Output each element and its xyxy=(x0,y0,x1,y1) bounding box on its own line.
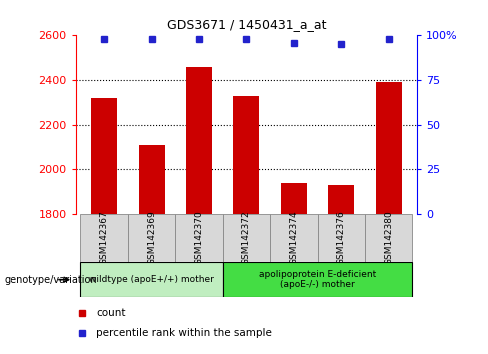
Bar xyxy=(270,214,318,262)
Text: count: count xyxy=(96,308,125,318)
Bar xyxy=(128,214,175,262)
Bar xyxy=(186,67,212,214)
Text: GSM142369: GSM142369 xyxy=(147,211,156,266)
Text: GSM142376: GSM142376 xyxy=(337,211,346,266)
Title: GDS3671 / 1450431_a_at: GDS3671 / 1450431_a_at xyxy=(167,18,326,32)
Text: GSM142374: GSM142374 xyxy=(289,211,298,266)
Text: GSM142380: GSM142380 xyxy=(384,211,393,266)
Text: GSM142372: GSM142372 xyxy=(242,211,251,266)
Text: apolipoprotein E-deficient
(apoE-/-) mother: apolipoprotein E-deficient (apoE-/-) mot… xyxy=(259,270,376,289)
Bar xyxy=(281,183,307,214)
Bar xyxy=(365,214,412,262)
Text: GSM142370: GSM142370 xyxy=(195,211,203,266)
Bar xyxy=(376,82,402,214)
Bar xyxy=(81,214,128,262)
Text: wildtype (apoE+/+) mother: wildtype (apoE+/+) mother xyxy=(89,275,214,284)
Text: percentile rank within the sample: percentile rank within the sample xyxy=(96,328,272,338)
Bar xyxy=(91,98,117,214)
Bar xyxy=(223,214,270,262)
Bar xyxy=(328,185,354,214)
Text: GSM142367: GSM142367 xyxy=(100,211,109,266)
Bar xyxy=(139,145,164,214)
Bar xyxy=(81,262,223,297)
Bar xyxy=(175,214,223,262)
Bar xyxy=(233,96,260,214)
Text: genotype/variation: genotype/variation xyxy=(5,275,98,285)
Bar xyxy=(318,214,365,262)
Bar xyxy=(223,262,412,297)
